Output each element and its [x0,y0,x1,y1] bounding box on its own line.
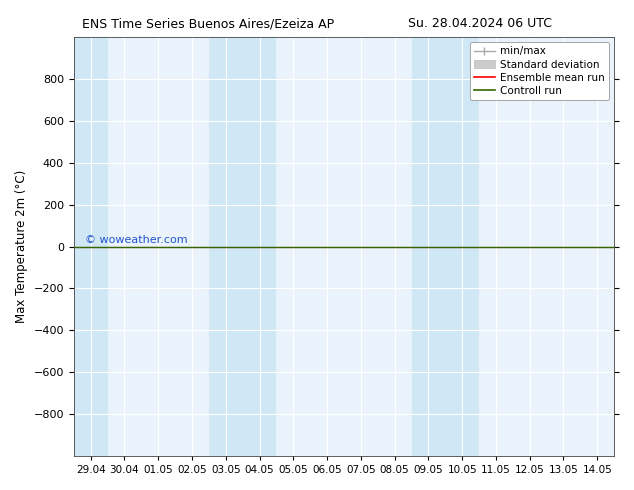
Bar [74,37,108,456]
Bar [445,37,479,456]
Bar [243,37,276,456]
Legend: min/max, Standard deviation, Ensemble mean run, Controll run: min/max, Standard deviation, Ensemble me… [470,42,609,100]
Y-axis label: Max Temperature 2m (°C): Max Temperature 2m (°C) [15,170,28,323]
Text: © woweather.com: © woweather.com [84,235,187,245]
Text: ENS Time Series Buenos Aires/Ezeiza AP: ENS Time Series Buenos Aires/Ezeiza AP [82,17,335,30]
Bar [209,37,243,456]
Bar [411,37,445,456]
Text: Su. 28.04.2024 06 UTC: Su. 28.04.2024 06 UTC [408,17,552,30]
